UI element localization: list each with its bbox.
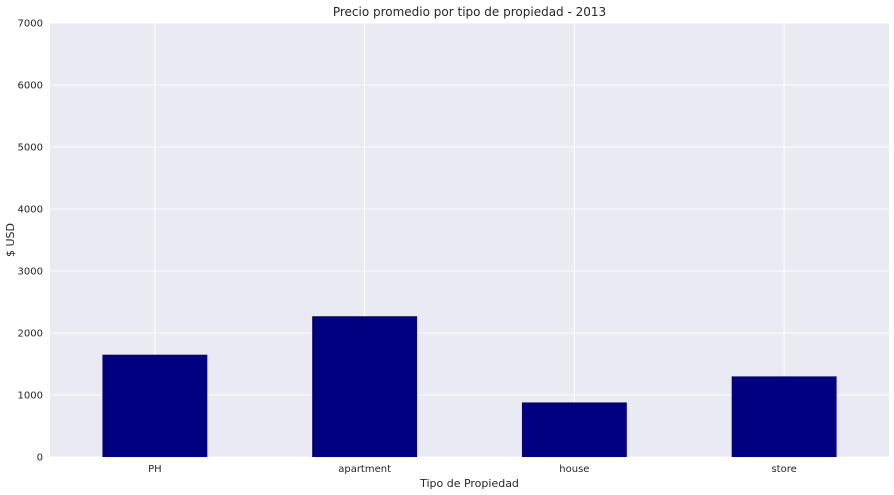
x-axis-ticks: PH apartment house store: [148, 464, 797, 475]
x-tick-label: apartment: [338, 464, 391, 475]
x-tick-label: PH: [148, 464, 162, 475]
x-axis-label: Tipo de Propiedad: [419, 477, 519, 490]
y-tick-label: 4000: [18, 205, 43, 216]
y-tick-label: 3000: [18, 267, 43, 278]
y-tick-label: 1000: [18, 391, 43, 402]
y-axis-label: $ USD: [4, 223, 17, 257]
bar-apartment: [312, 316, 418, 457]
y-tick-label: 6000: [18, 81, 43, 92]
x-tick-label: store: [771, 464, 796, 475]
bar-ph: [102, 354, 208, 457]
bar-house: [521, 402, 627, 457]
y-axis-ticks: 0 1000 2000 3000 4000 5000 6000 7000: [18, 19, 43, 464]
y-tick-label: 5000: [18, 143, 43, 154]
y-tick-label: 2000: [18, 329, 43, 340]
y-tick-label: 0: [37, 453, 43, 464]
bars: [102, 316, 837, 457]
x-tick-label: house: [559, 464, 589, 475]
bar-store: [731, 376, 837, 457]
chart-title: Precio promedio por tipo de propiedad - …: [333, 5, 606, 19]
y-tick-label: 7000: [18, 19, 43, 30]
